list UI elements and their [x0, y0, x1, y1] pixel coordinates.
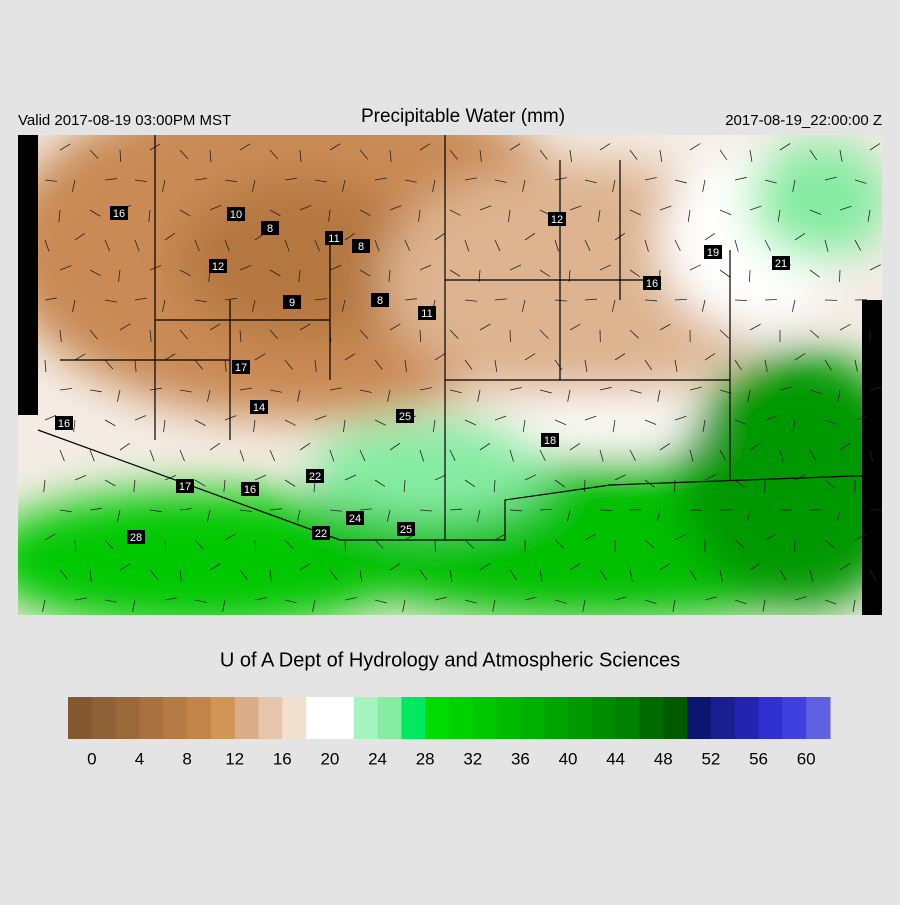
- colorbar-swatch: [616, 697, 640, 739]
- station-label: 24: [349, 513, 361, 525]
- colorbar-tick-label: 8: [182, 749, 191, 768]
- colorbar-swatch: [354, 697, 378, 739]
- station-label: 21: [775, 258, 787, 270]
- station-label: 17: [179, 481, 191, 493]
- colorbar-swatch: [259, 697, 283, 739]
- wind-barb: [345, 540, 346, 552]
- colorbar-swatch: [806, 697, 830, 739]
- colorbar-swatch: [211, 697, 235, 739]
- colorbar-swatch: [163, 697, 187, 739]
- colorbar-swatch: [282, 697, 306, 739]
- wind-barb: [674, 480, 675, 492]
- station-label: 16: [646, 278, 658, 290]
- wind-barb: [630, 509, 642, 510]
- station-label: 11: [421, 308, 432, 320]
- colorbar-swatch: [306, 697, 330, 739]
- colorbar-swatch: [68, 697, 92, 739]
- colorbar-swatch: [92, 697, 116, 739]
- colorbar-swatch: [187, 697, 211, 739]
- station-label: 16: [58, 418, 70, 430]
- colorbar-swatch: [711, 697, 735, 739]
- colorbar-tick-label: 0: [87, 749, 96, 768]
- colorbar-tick-label: 60: [797, 749, 816, 768]
- colorbar-swatch: [640, 697, 664, 739]
- colorbar-swatch: [425, 697, 449, 739]
- colorbar-swatch: [139, 697, 163, 739]
- colorbar-tick-label: 40: [559, 749, 578, 768]
- station-label: 8: [358, 241, 364, 253]
- valid-time: Valid 2017-08-19 03:00PM MST: [18, 112, 231, 129]
- colorbar-tick-label: 48: [654, 749, 673, 768]
- colorbar-swatch: [116, 697, 140, 739]
- wind-barb: [510, 330, 511, 342]
- station-label: 16: [113, 208, 125, 220]
- station-label: 9: [289, 297, 295, 309]
- station-label: 25: [400, 524, 412, 536]
- station-label: 12: [551, 214, 563, 226]
- model-time: 2017-08-19_22:00:00 Z: [725, 112, 882, 129]
- station-label: 17: [235, 362, 247, 374]
- colorbar-swatch: [497, 697, 521, 739]
- station-label: 10: [230, 209, 242, 221]
- station-label: 14: [253, 402, 265, 414]
- station-label: 25: [399, 411, 411, 423]
- colorbar-tick-label: 20: [320, 749, 339, 768]
- colorbar-swatch: [735, 697, 759, 739]
- colorbar-swatch: [401, 697, 425, 739]
- station-label: 28: [130, 532, 142, 544]
- wind-barb: [839, 270, 840, 282]
- colorbar-swatch: [663, 697, 687, 739]
- colorbar-swatch: [568, 697, 592, 739]
- credit: U of A Dept of Hydrology and Atmospheric…: [220, 649, 680, 671]
- colorbar-swatch: [782, 697, 806, 739]
- colorbar-tick-label: 44: [606, 749, 625, 768]
- station-label: 8: [267, 223, 273, 235]
- map: [0, 80, 900, 630]
- colorbar-swatch: [520, 697, 544, 739]
- station-label: 11: [328, 233, 339, 245]
- colorbar-tick-label: 24: [368, 749, 387, 768]
- station-label: 16: [244, 484, 256, 496]
- station-label: 18: [544, 435, 556, 447]
- colorbar-swatch: [592, 697, 616, 739]
- colorbar-tick-label: 16: [273, 749, 292, 768]
- colorbar-swatch: [687, 697, 711, 739]
- station-label: 22: [309, 471, 321, 483]
- station-label: 19: [707, 247, 719, 259]
- colorbar-swatch: [544, 697, 568, 739]
- colorbar-swatch: [449, 697, 473, 739]
- colorbar-swatch: [473, 697, 497, 739]
- colorbar-tick-label: 56: [749, 749, 768, 768]
- station-label: 12: [212, 261, 224, 273]
- colorbar-tick-label: 36: [511, 749, 530, 768]
- colorbar-tick-label: 12: [225, 749, 244, 768]
- colorbar-tick-label: 52: [701, 749, 720, 768]
- colorbar-swatch: [235, 697, 259, 739]
- colorbar-swatch: [330, 697, 354, 739]
- colorbar-tick-label: 28: [416, 749, 435, 768]
- colorbar-tick-label: 32: [463, 749, 482, 768]
- station-label: 8: [377, 295, 383, 307]
- colorbar-swatch: [378, 697, 402, 739]
- station-label: 22: [315, 528, 327, 540]
- colorbar-tick-label: 4: [135, 749, 144, 768]
- colorbar-swatch: [759, 697, 783, 739]
- wind-barb: [765, 299, 777, 300]
- map-title: Precipitable Water (mm): [361, 106, 565, 127]
